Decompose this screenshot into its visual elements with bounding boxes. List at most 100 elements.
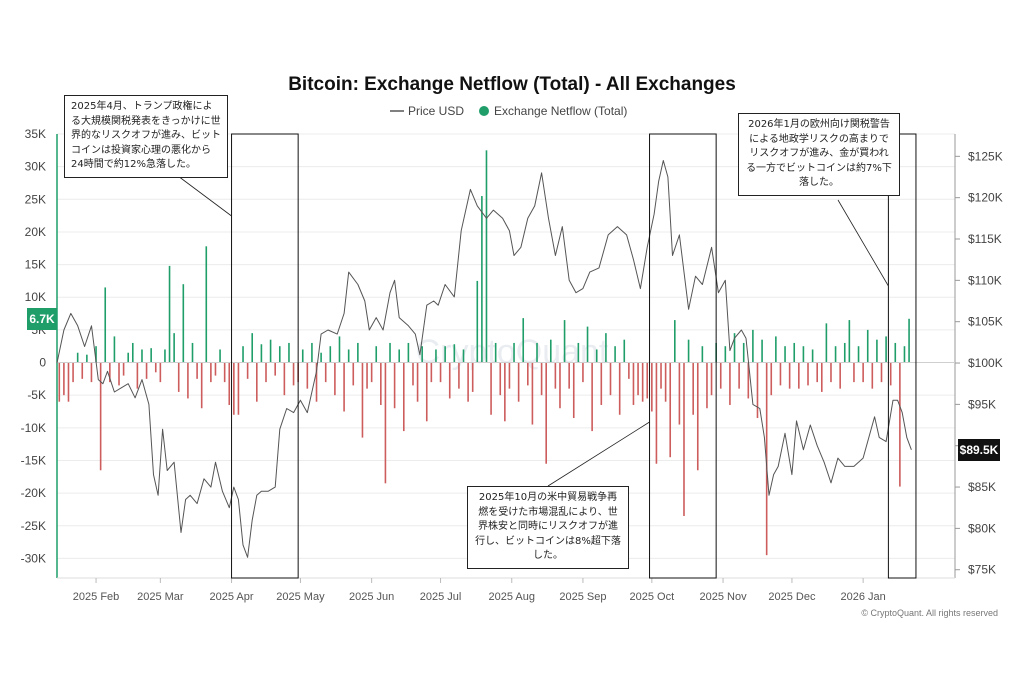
netflow-bar-negative <box>458 362 460 389</box>
netflow-bar-negative <box>540 362 543 396</box>
x-tick-label: 2025 Mar <box>137 591 184 603</box>
netflow-bar-negative <box>517 362 520 402</box>
netflow-bar-negative <box>187 362 189 399</box>
y-right-tick-label: $85K <box>968 480 996 494</box>
netflow-bar-negative <box>233 362 235 415</box>
netflow-bar-positive <box>687 339 690 363</box>
watermark: CryptoQuant <box>416 333 609 371</box>
netflow-bar-negative <box>508 362 511 389</box>
netflow-bar-negative <box>430 362 433 383</box>
y-right-tick-label: $95K <box>968 397 996 411</box>
netflow-bar-negative <box>618 362 621 415</box>
netflow-bar-negative <box>664 362 667 402</box>
netflow-bar-positive <box>843 342 846 363</box>
netflow-bar-positive <box>182 284 185 363</box>
netflow-bar-negative <box>490 362 492 415</box>
netflow-bar-negative <box>265 362 267 383</box>
y-right-tick-label: $110K <box>968 273 1002 287</box>
y-right-tick-label: $115K <box>968 232 1002 246</box>
netflow-bar-negative <box>90 362 93 383</box>
netflow-bar-positive <box>481 196 483 363</box>
netflow-bar-positive <box>173 333 175 363</box>
x-axis: 2025 Feb 2025 Mar 2025 Apr 2025 May 2025 Jun… <box>57 577 955 603</box>
x-tick-label: 2025 Dec <box>768 591 816 603</box>
netflow-bar-positive <box>701 346 704 363</box>
netflow-bar-negative <box>545 362 547 464</box>
netflow-bar-negative <box>853 362 855 383</box>
netflow-bar-negative <box>637 362 639 396</box>
x-tick-label: 2025 Sep <box>559 591 606 603</box>
legend: Price USD Exchange Netflow (Total) <box>390 104 627 118</box>
y-right-tick-label: $80K <box>968 521 996 535</box>
highlight-box <box>231 133 299 579</box>
netflow-bar-positive <box>444 346 446 363</box>
leader-line-january <box>837 199 889 287</box>
netflow-bar-negative <box>788 362 791 389</box>
netflow-bar-negative <box>196 362 198 379</box>
y-left-tick-label: -15K <box>21 453 46 467</box>
netflow-bar-negative <box>738 362 740 389</box>
netflow-bar-positive <box>876 339 878 363</box>
netflow-bar-negative <box>467 362 469 402</box>
y-left-tick-label: -30K <box>21 551 46 565</box>
y-left-tick-label: -20K <box>21 486 46 500</box>
netflow-bar-negative <box>696 362 699 471</box>
netflow-bar-positive <box>421 346 423 363</box>
netflow-bar-positive <box>549 339 552 363</box>
netflow-bar-positive <box>793 342 796 363</box>
netflow-bar-negative <box>159 362 162 383</box>
netflow-bar-positive <box>577 342 580 363</box>
netflow-bar-negative <box>370 362 373 383</box>
netflow-bar-positive <box>375 346 378 363</box>
netflow-bar-negative <box>655 362 658 464</box>
netflow-bar-negative <box>871 362 874 389</box>
netflow-bar-negative <box>274 362 276 376</box>
netflow-bar-negative <box>719 362 722 389</box>
netflow-bar-negative <box>669 362 672 458</box>
netflow-bar-positive <box>885 336 887 363</box>
netflow-bar-positive <box>242 346 244 363</box>
legend-netflow-label: Exchange Netflow (Total) <box>494 104 627 118</box>
x-tick-label: 2026 Jan <box>841 591 886 603</box>
netflow-bar-negative <box>692 362 694 415</box>
netflow-bar-negative <box>527 362 529 386</box>
netflow-bar-positive <box>485 150 488 363</box>
y-left-tick-label: 15K <box>25 258 46 272</box>
netflow-bar-negative <box>600 362 603 405</box>
netflow-bar-negative <box>889 362 892 386</box>
y-right-tick-label: $100K <box>968 356 1003 370</box>
netflow-bar-negative <box>63 362 65 396</box>
netflow-bar-negative <box>816 362 818 383</box>
legend-netflow-swatch <box>479 106 489 116</box>
netflow-bar-positive <box>104 287 107 363</box>
annotation-april: 2025年4月、トランプ政権による大規模関税発表をきっかけに世界的なリスクオフが… <box>64 95 228 178</box>
y-left-tick-label: -5K <box>27 388 46 402</box>
netflow-bar-negative <box>343 362 345 412</box>
x-tick-label: 2025 Oct <box>630 591 675 603</box>
netflow-bar-negative <box>628 362 630 379</box>
netflow-bar-negative <box>361 362 364 438</box>
netflow-bar-positive <box>811 349 814 363</box>
netflow-bar-positive <box>311 342 313 363</box>
netflow-bar-negative <box>862 362 864 383</box>
netflow-bar-positive <box>742 342 745 363</box>
netflow-bar-negative <box>58 362 61 402</box>
netflow-bar-positive <box>150 348 152 363</box>
netflow-bar-negative <box>246 362 249 379</box>
right-axis: $125K$120K$115K$110K$105K$100K$95K$90K$8… <box>954 134 1003 578</box>
netflow-bar-positive <box>894 342 897 363</box>
x-tick-label: 2025 Feb <box>73 591 119 603</box>
netflow-bar-negative <box>334 362 336 396</box>
netflow-bar-positive <box>219 349 221 363</box>
netflow-bar-positive <box>857 346 860 363</box>
netflow-bar-negative <box>67 362 70 402</box>
netflow-bar-positive <box>674 320 676 363</box>
netflow-bar-negative <box>448 362 451 399</box>
netflow-bar-negative <box>416 362 419 402</box>
netflow-bar-negative <box>315 362 318 402</box>
netflow-bar-positive <box>131 342 134 363</box>
netflow-bar-negative <box>214 362 217 376</box>
netflow-bar-negative <box>706 362 708 409</box>
netflow-bar-positive <box>168 265 171 363</box>
